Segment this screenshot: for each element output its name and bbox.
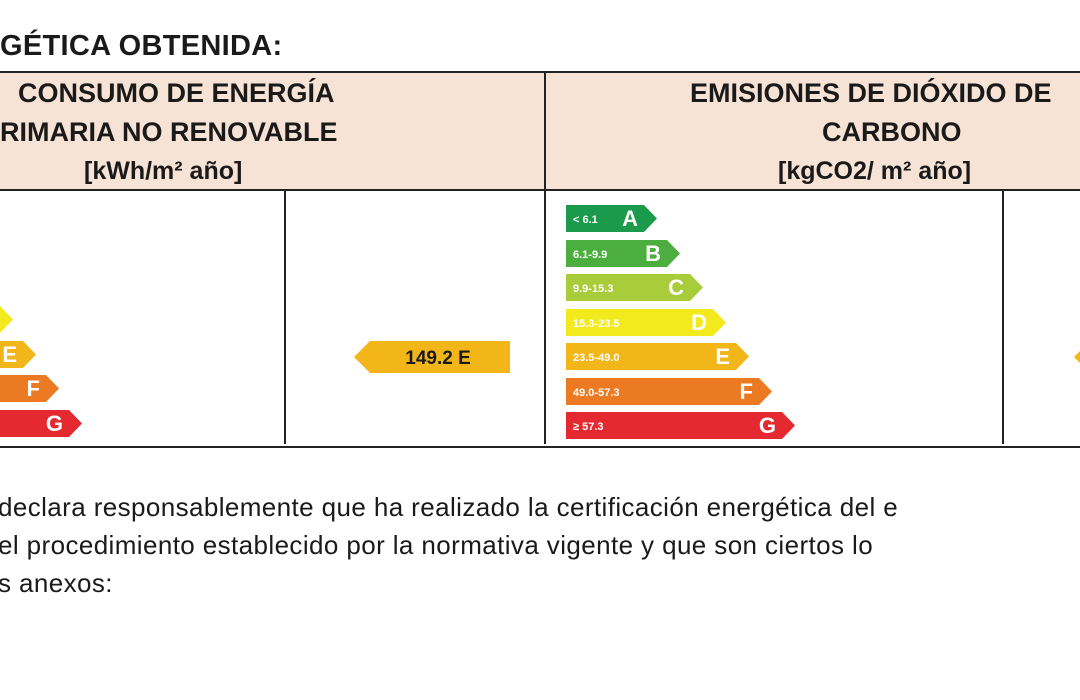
co2-scale-range-b: 6.1-9.9 — [573, 249, 607, 261]
energy-scale-bar-d — [0, 306, 13, 333]
energy-scale-row-g: G — [0, 409, 83, 437]
co2-scale-letter-f: F — [740, 379, 753, 404]
declaration-line-3: s anexos: — [0, 568, 113, 598]
declaration-line-1: declara responsablemente que ha realizad… — [0, 492, 899, 522]
energy-scale-bar-f — [0, 375, 59, 402]
energy-scale: DEFG — [0, 189, 284, 444]
co2-scale-row-b: 6.1-9.9 B — [566, 239, 681, 267]
co2-scale: < 6.1 A 6.1-9.9 B 9.9-15.3 C 15.3-23.5 D 23.5-49… — [566, 189, 996, 444]
energy-scale-letter-f: F — [27, 376, 40, 401]
co2-scale-row-e: 23.5-49.0 E — [566, 343, 750, 370]
co2-scale-bar-a — [566, 205, 657, 232]
co2-scale-bar-e — [566, 343, 749, 370]
energy-header: CONSUMO DE ENERGÍA RIMARIA NO RENOVABLE … — [0, 73, 544, 189]
declaration-text: declara responsablemente que ha realizad… — [0, 488, 1080, 602]
co2-scale-range-g: ≥ 57.3 — [573, 421, 604, 433]
co2-scale-letter-c: C — [668, 275, 684, 300]
energy-scale-row-e: E — [0, 340, 37, 368]
co2-scale-letter-g: G — [759, 413, 776, 438]
co2-scale-bar-c — [566, 274, 703, 301]
co2-scale-letter-b: B — [645, 241, 661, 266]
co2-scale-letter-e: E — [715, 344, 730, 369]
co2-scale-range-e: 23.5-49.0 — [573, 352, 619, 364]
energy-scale-row-f: F — [0, 375, 60, 402]
co2-header-unit: [kgCO2/ m² año] — [778, 157, 972, 185]
co2-scale-row-d: 15.3-23.5 D — [566, 308, 727, 336]
co2-header-line1: EMISIONES DE DIÓXIDO DE — [690, 78, 1052, 108]
co2-scale-bar-f — [566, 377, 772, 405]
energy-result-label: 149.2 E — [405, 348, 471, 369]
co2-header-line2: CARBONO — [822, 117, 962, 147]
energy-header-unit: [kWh/m² año] — [84, 157, 243, 185]
energy-scale-letter-g: G — [46, 411, 63, 436]
rating-table: CONSUMO DE ENERGÍA RIMARIA NO RENOVABLE … — [0, 71, 1080, 448]
header-band — [0, 73, 1080, 191]
co2-scale-letter-a: A — [622, 206, 638, 231]
section-title: GÉTICA OBTENIDA: — [0, 30, 283, 62]
energy-result-arrow: 149.2 E — [354, 341, 510, 378]
declaration-line-2: el procedimiento establecido por la norm… — [0, 530, 874, 560]
divider-energy-co2 — [544, 73, 546, 444]
co2-scale-row-f: 49.0-57.3 F — [566, 377, 773, 405]
energy-scale-bar-g — [0, 409, 82, 437]
co2-scale-bar-b — [566, 239, 680, 267]
energy-scale-letter-e: E — [2, 342, 17, 367]
co2-scale-range-d: 15.3-23.5 — [573, 318, 619, 330]
co2-scale-bar-d — [566, 308, 726, 336]
co2-header: EMISIONES DE DIÓXIDO DE CARBONO [kgCO2/ … — [546, 73, 1080, 189]
co2-scale-row-a: < 6.1 A — [566, 205, 658, 232]
co2-scale-row-g: ≥ 57.3 G — [566, 412, 796, 439]
co2-scale-range-a: < 6.1 — [573, 214, 598, 226]
energy-scale-row-d: D — [0, 306, 14, 333]
co2-scale-range-f: 49.0-57.3 — [573, 387, 619, 399]
co2-result-arrow — [1074, 341, 1080, 378]
divider-energy-scale-result — [284, 189, 286, 444]
energy-scale-bar-e — [0, 340, 36, 368]
co2-scale-range-c: 9.9-15.3 — [573, 283, 613, 295]
divider-co2-scale-result — [1002, 189, 1004, 444]
co2-scale-bar-g — [566, 412, 795, 439]
co2-scale-letter-d: D — [691, 310, 707, 335]
energy-header-line1: CONSUMO DE ENERGÍA — [18, 78, 335, 108]
energy-header-line2: RIMARIA NO RENOVABLE — [0, 117, 338, 147]
co2-scale-row-c: 9.9-15.3 C — [566, 274, 704, 301]
